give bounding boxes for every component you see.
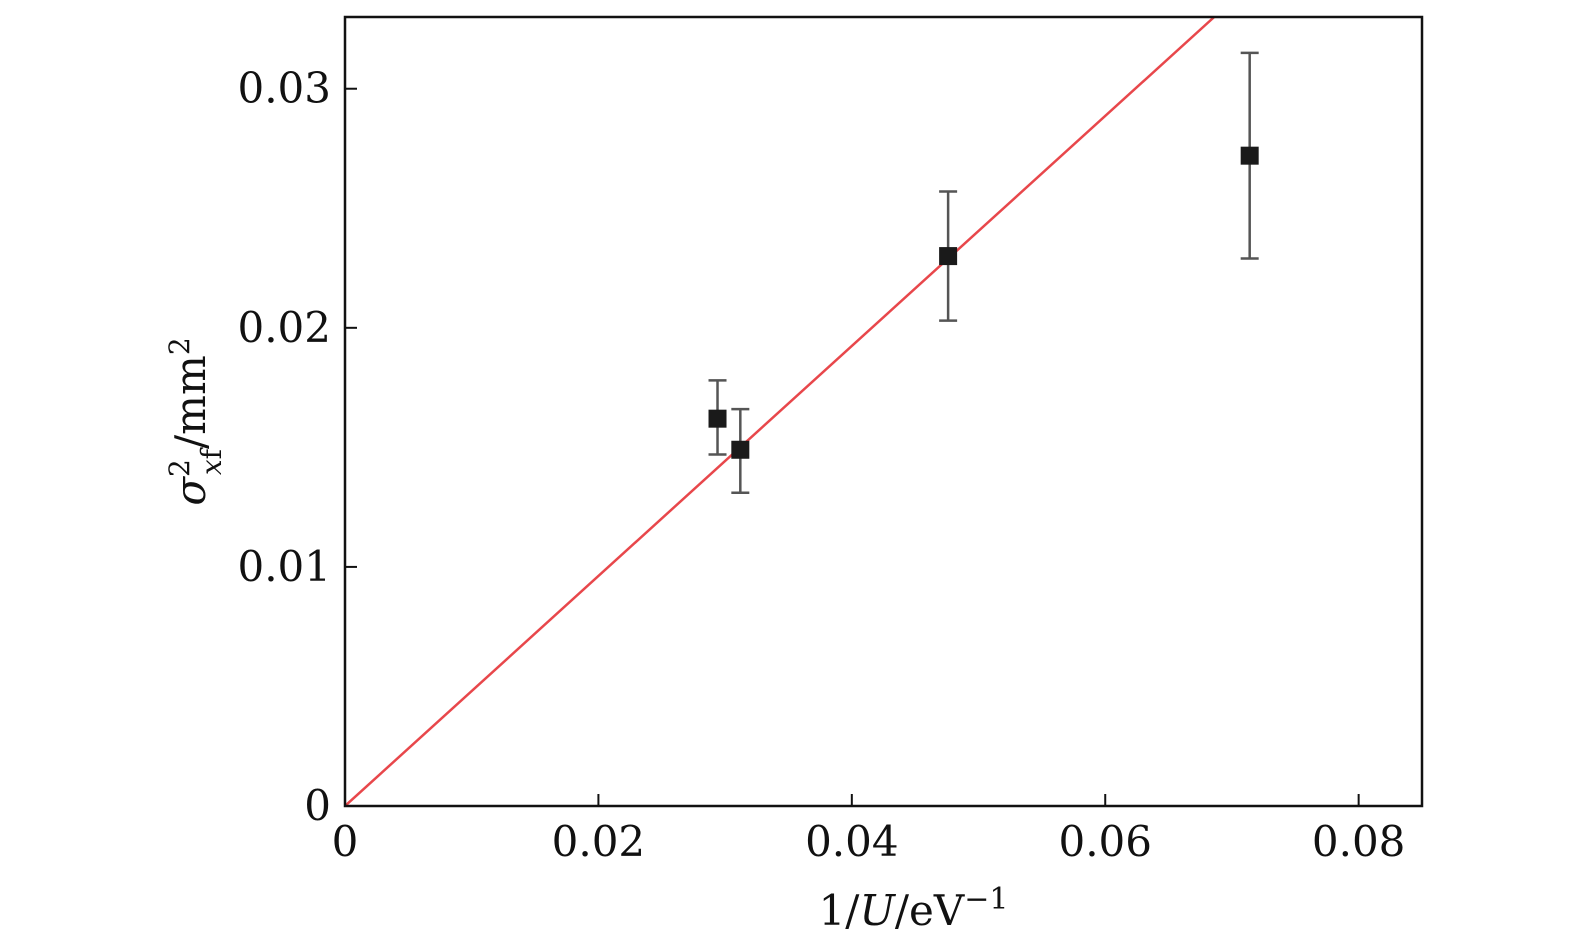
x-tick-label: 0 xyxy=(332,817,359,866)
data-point xyxy=(1240,51,1259,260)
square-marker xyxy=(731,440,750,459)
data-point xyxy=(708,379,727,456)
square-marker xyxy=(708,409,727,428)
plot-frame xyxy=(343,15,1424,808)
fit-line xyxy=(345,17,1216,806)
x-tick-label: 0.06 xyxy=(1058,817,1152,866)
x-tick-label: 0.02 xyxy=(552,817,646,866)
y-tick-label: 0.03 xyxy=(237,64,331,113)
x-tick-label: 0.08 xyxy=(1312,817,1406,866)
y-tick-label: 0 xyxy=(304,781,331,830)
x-tick-label: 0.04 xyxy=(805,817,899,866)
y-tick-label: 0.01 xyxy=(237,542,331,591)
y-tick-label: 0.02 xyxy=(237,303,331,352)
data-point xyxy=(939,190,958,322)
square-marker xyxy=(939,247,958,266)
square-marker xyxy=(1240,146,1259,165)
y-axis-label: σ2xf/mm2 xyxy=(163,337,228,505)
series-layer xyxy=(345,17,1259,806)
x-axis-label: 1/U/eV−1 xyxy=(819,882,1009,935)
ticks-layer: 0 0.02 0.04 0.06 0.08 0 0.01 0.02 0.03 xyxy=(237,64,1405,866)
data-point xyxy=(731,407,750,495)
